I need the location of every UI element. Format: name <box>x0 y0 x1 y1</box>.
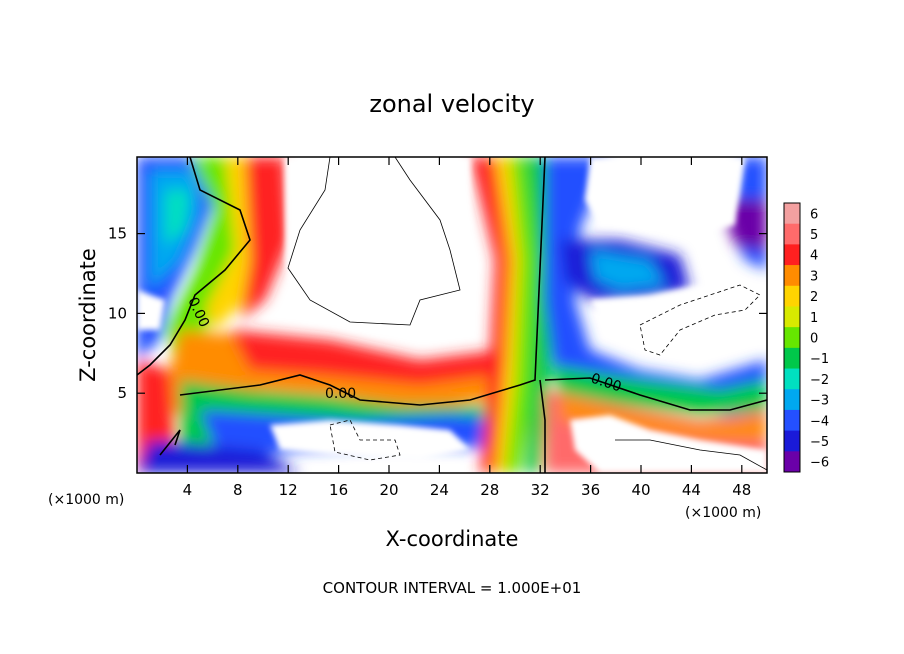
x-tick-label: 4 <box>183 481 193 499</box>
colorbar-swatch <box>784 244 800 266</box>
colorbar-label: 6 <box>810 207 818 222</box>
x-tick-label: 12 <box>279 481 298 499</box>
colorbar-swatch <box>784 347 800 370</box>
colorbar-label: −5 <box>810 435 829 450</box>
colorbar-label: 1 <box>810 311 818 326</box>
colorbar-label: 4 <box>810 249 818 264</box>
colorbar-swatch <box>784 203 800 225</box>
x-tick-label: 28 <box>480 481 499 499</box>
colorbar-label: −1 <box>810 352 829 367</box>
colorbar-label: −4 <box>810 414 829 429</box>
x-axis: 4 8 12 16 20 24 28 32 36 40 44 48 <box>183 157 751 499</box>
x-unit-note-left: (×1000 m) <box>48 492 124 508</box>
y-tick-label: 15 <box>108 225 127 243</box>
contour-interval-footer: CONTOUR INTERVAL = 1.000E+01 <box>323 579 582 597</box>
colorbar-swatch <box>784 430 800 452</box>
colorbar-swatch <box>784 368 800 390</box>
chart-title: zonal velocity <box>369 90 534 118</box>
x-tick-label: 20 <box>379 481 398 499</box>
colorbar-label: −6 <box>810 456 829 471</box>
colorbar-swatch <box>784 451 800 473</box>
y-axis: 5 10 15 <box>108 225 767 402</box>
colorbar-swatch <box>784 409 800 432</box>
colorbar-swatch <box>784 285 800 307</box>
velocity-field <box>137 157 767 473</box>
y-axis-label: Z-coordinate <box>76 248 100 382</box>
colorbar-label: 2 <box>810 290 818 305</box>
x-tick-label: 48 <box>732 481 751 499</box>
x-tick-label: 32 <box>531 481 550 499</box>
x-axis-label: X-coordinate <box>386 527 519 551</box>
colorbar-label: 3 <box>810 269 818 284</box>
x-tick-label: 8 <box>233 481 243 499</box>
y-tick-label: 5 <box>117 384 127 402</box>
colorbar-label: 0 <box>810 332 818 347</box>
colorbar-swatch <box>784 265 800 287</box>
x-tick-label: 44 <box>682 481 701 499</box>
x-tick-label: 40 <box>631 481 650 499</box>
contour-label-2: 0.00 <box>325 386 356 402</box>
x-tick-label: 24 <box>430 481 449 499</box>
colorbar-swatch <box>784 389 800 411</box>
colorbar: 6 5 4 3 2 1 0 −1 −2 −3 −4 −5 −6 <box>783 202 829 473</box>
colorbar-frame <box>783 202 801 473</box>
colorbar-label: −3 <box>810 394 829 409</box>
x-tick-label: 36 <box>581 481 600 499</box>
colorbar-swatch <box>784 223 800 245</box>
plot-frame <box>136 156 768 474</box>
colorbar-label: −2 <box>810 373 829 388</box>
colorbar-swatch <box>784 327 800 349</box>
x-tick-label: 16 <box>329 481 348 499</box>
y-tick-label: 10 <box>108 304 127 322</box>
colorbar-swatch <box>784 306 800 328</box>
x-unit-note-right: (×1000 m) <box>685 505 761 521</box>
colorbar-label: 5 <box>810 228 818 243</box>
